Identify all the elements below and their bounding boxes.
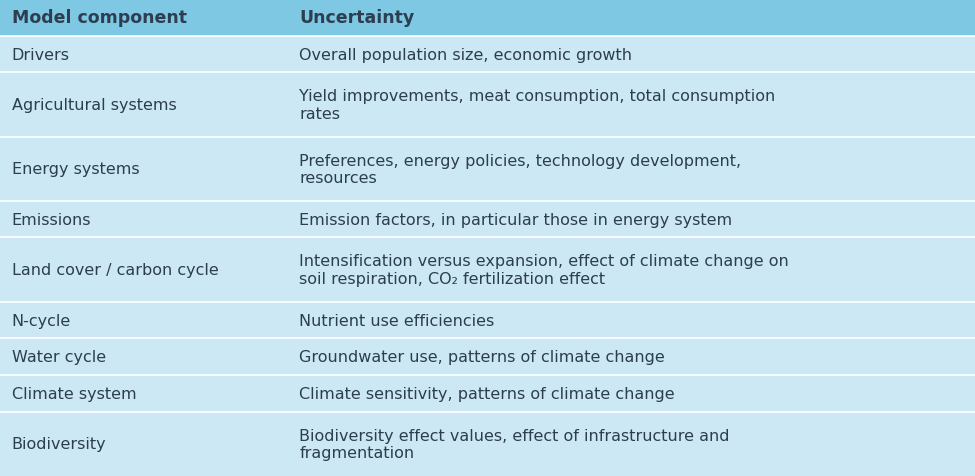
Bar xyxy=(0,339,975,375)
Bar xyxy=(0,73,975,137)
Text: Emission factors, in particular those in energy system: Emission factors, in particular those in… xyxy=(299,212,732,227)
Text: Water cycle: Water cycle xyxy=(12,349,106,365)
Bar xyxy=(0,238,975,302)
Text: Energy systems: Energy systems xyxy=(12,162,139,177)
Text: Biodiversity: Biodiversity xyxy=(12,436,106,451)
Text: Drivers: Drivers xyxy=(12,48,69,62)
Text: Biodiversity effect values, effect of infrastructure and
fragmentation: Biodiversity effect values, effect of in… xyxy=(299,428,730,460)
Bar xyxy=(0,137,975,201)
Bar xyxy=(0,37,975,73)
Text: Groundwater use, patterns of climate change: Groundwater use, patterns of climate cha… xyxy=(299,349,665,365)
Bar xyxy=(0,0,975,37)
Bar xyxy=(0,412,975,476)
Text: Yield improvements, meat consumption, total consumption
rates: Yield improvements, meat consumption, to… xyxy=(299,89,775,121)
Bar xyxy=(0,302,975,339)
Bar xyxy=(0,375,975,412)
Text: Intensification versus expansion, effect of climate change on
soil respiration, : Intensification versus expansion, effect… xyxy=(299,254,789,286)
Text: Climate system: Climate system xyxy=(12,386,136,401)
Text: Land cover / carbon cycle: Land cover / carbon cycle xyxy=(12,263,218,278)
Bar xyxy=(0,201,975,238)
Text: Model component: Model component xyxy=(12,10,186,27)
Text: Emissions: Emissions xyxy=(12,212,92,227)
Text: Agricultural systems: Agricultural systems xyxy=(12,98,176,113)
Text: Nutrient use efficiencies: Nutrient use efficiencies xyxy=(299,313,494,328)
Text: Overall population size, economic growth: Overall population size, economic growth xyxy=(299,48,633,62)
Text: N-cycle: N-cycle xyxy=(12,313,71,328)
Text: Uncertainty: Uncertainty xyxy=(299,10,414,27)
Text: Preferences, energy policies, technology development,
resources: Preferences, energy policies, technology… xyxy=(299,153,741,186)
Text: Climate sensitivity, patterns of climate change: Climate sensitivity, patterns of climate… xyxy=(299,386,675,401)
